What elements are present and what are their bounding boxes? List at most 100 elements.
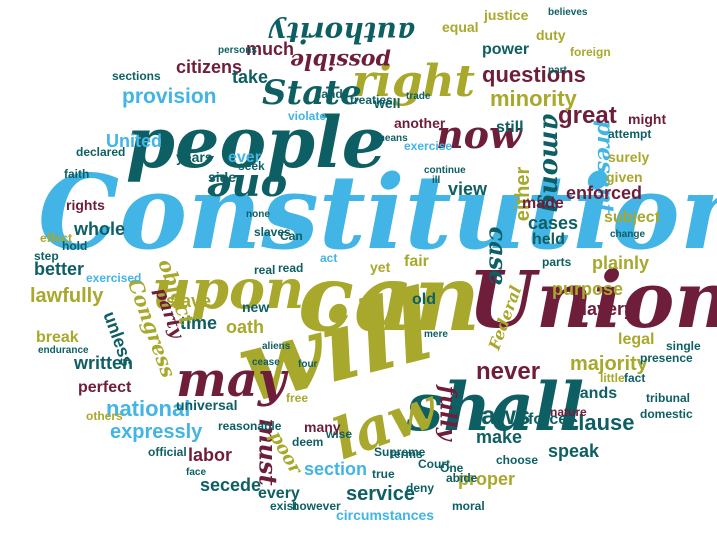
word-another: another [394,115,446,131]
word-reasonable: reasonable [218,419,282,433]
word-minority: minority [490,86,577,111]
word-circumstances: circumstances [336,507,435,523]
word-cease: cease [252,357,280,368]
word-declared: declared [76,145,126,159]
word-yet: yet [370,259,391,275]
word-people: people [126,101,387,184]
word-now: now [436,112,522,157]
word-subject: subject [604,209,661,226]
word-legal: legal [618,331,655,348]
word-means: means [376,133,408,144]
word-domestic: domestic [640,407,693,421]
word-given: given [606,169,643,185]
word-face: face [186,467,207,478]
word-right: right [352,56,475,107]
word-faith: faith [64,167,90,181]
word-every: every [258,485,300,502]
word-aliens: aliens [262,341,291,352]
word-mere: mere [424,329,448,340]
word-justice: justice [484,7,529,23]
word-much: much [246,39,295,59]
word-years: years [176,149,213,165]
word-enforced: enforced [566,183,643,203]
word-majority: majority [570,353,648,375]
word-treaties: treaties [350,93,393,107]
word-surely: surely [608,149,650,165]
word-true: true [372,467,395,481]
word-read: read [278,261,304,275]
word-trade: trade [406,91,431,102]
word-terms: terms [390,447,423,461]
word-four: four [298,359,318,370]
word-state: State [262,73,362,113]
word-court: Court [418,457,450,471]
word-many: many [304,419,341,435]
word-clause: clause [566,410,635,435]
word-upon: upon [152,257,305,321]
word-constitution: Constitution [38,153,717,273]
word-never: never [476,358,541,385]
word-questions: questions [482,62,586,87]
word-attempt: attempt [608,127,652,141]
word-power: power [482,41,530,58]
word-equal: equal [442,19,479,35]
word-cases: cases [528,213,579,233]
word-slaves: slaves [254,225,291,239]
word-official: official [148,445,187,459]
word-continue: continue [424,165,466,176]
word-take: take [232,67,269,87]
word-persons: persons [218,45,257,56]
word-labor: labor [188,445,233,465]
word-none: none [246,209,270,220]
word-one-small: One [440,461,464,475]
word-real: real [254,263,276,277]
word-oath: oath [226,317,264,337]
word-sections: sections [112,69,161,83]
word-old: old [412,291,436,308]
word-new: new [242,299,270,315]
word-shall: shall [406,368,585,446]
word-fact: fact [624,371,646,385]
word-laws: laws [474,400,531,430]
word-purpose: purpose [552,279,624,299]
word-case: case [483,226,513,286]
word-exercise: exercise [404,139,453,153]
word-fully: fully [434,385,461,441]
word-others: others [86,409,123,423]
word-service: service [346,483,415,505]
word-duty: duty [536,27,566,43]
word-abide: abide [446,471,478,485]
word-universal: universal [176,397,238,413]
word-hold: hold [62,239,88,253]
word-perfect: perfect [78,379,132,396]
word-plainly: plainly [592,253,650,273]
word-parts: parts [542,255,572,269]
word-ever: ever [228,149,261,166]
word-ill: ill [432,175,441,186]
word-united: United [106,131,162,151]
word-union: Union [468,255,717,346]
word-time: time [180,313,218,333]
word-act: act [320,251,338,265]
word-change: change [610,229,646,240]
word-make: make [476,427,523,447]
word-well: well [374,95,401,111]
word-secede: secede [200,475,262,495]
word-held: held [532,231,565,248]
word-still: still [496,119,524,136]
word-however: however [292,499,341,513]
word-speak: speak [548,441,600,461]
word-single: single [666,339,701,353]
word-exist: exist [270,499,298,513]
word-moral: moral [452,499,485,513]
word-effect: effect [40,231,73,245]
word-can: can [298,244,481,352]
word-possible: possible [290,48,391,74]
word-great: great [558,102,617,129]
word-provision: provision [122,85,217,108]
word-endurance: endurance [38,345,89,356]
word-deny: deny [406,481,435,495]
word-can-small: Can [280,229,303,243]
word-deem: deem [292,435,324,449]
